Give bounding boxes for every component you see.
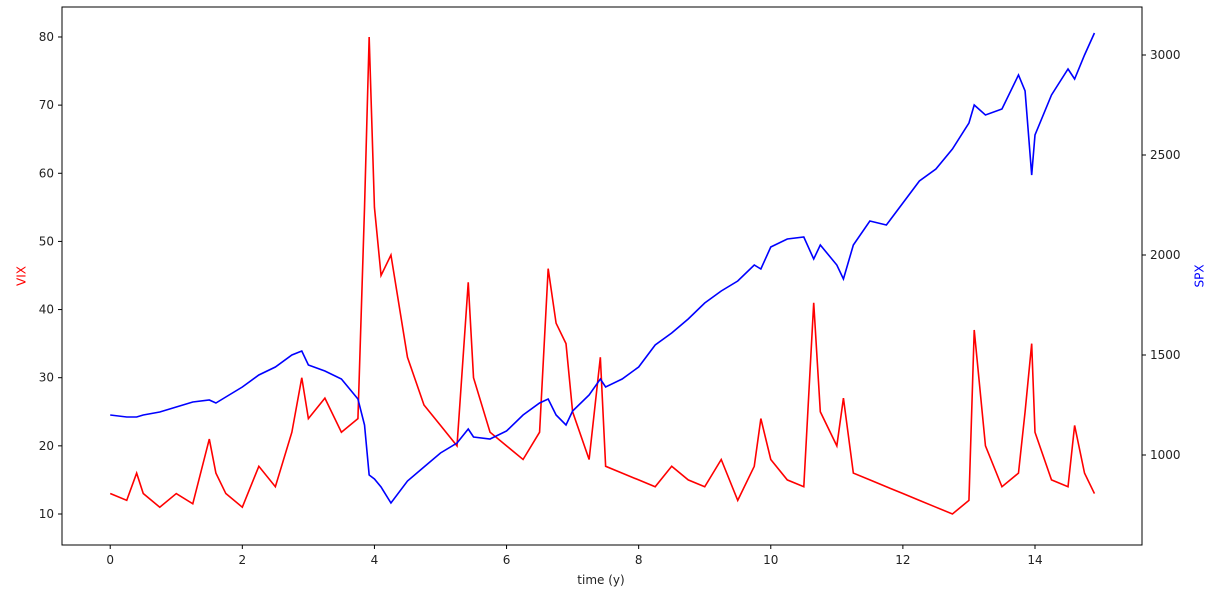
y-tick-label: 30 [39,371,54,385]
y2-tick-label: 2500 [1150,148,1181,162]
series-line [109,36,1096,515]
y-axis-label: VIX [15,266,29,286]
y2-tick-label: 1000 [1150,448,1181,462]
y2-tick-label: 2000 [1150,248,1181,262]
x-tick-label: 12 [895,553,910,567]
x-tick-label: 0 [106,553,114,567]
y-tick-label: 60 [39,166,54,180]
y-tick-label: 20 [39,439,54,453]
plot-frame [61,6,1143,546]
y-tick-label: 70 [39,98,54,112]
y-tick-label: 10 [39,507,54,521]
x-tick-label: 4 [371,553,379,567]
series-line [110,32,1096,505]
x-tick-label: 8 [635,553,643,567]
x-tick-label: 6 [503,553,511,567]
y2-tick-label: 3000 [1150,48,1181,62]
y-tick-label: 80 [39,30,54,44]
x-axis-label: time (y) [577,573,624,587]
x-tick-label: 14 [1027,553,1042,567]
y2-axis-label: SPX [1193,264,1207,287]
y-tick-label: 50 [39,234,54,248]
x-tick-label: 2 [239,553,247,567]
y-tick-label: 40 [39,303,54,317]
y2-tick-label: 1500 [1150,348,1181,362]
x-tick-label: 10 [763,553,778,567]
